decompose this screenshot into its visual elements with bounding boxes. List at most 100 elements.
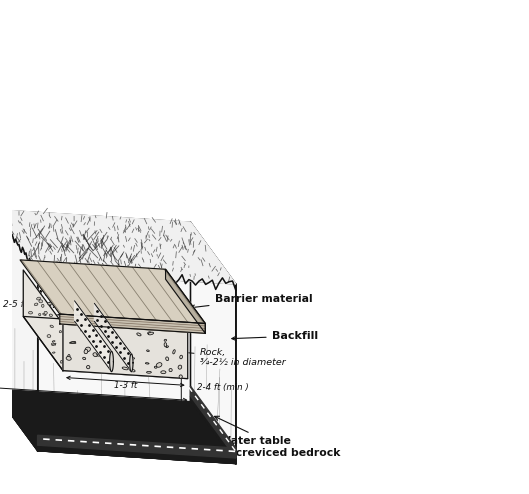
Ellipse shape: [135, 287, 141, 288]
Ellipse shape: [125, 296, 130, 297]
Ellipse shape: [103, 314, 110, 318]
Ellipse shape: [78, 276, 81, 279]
Polygon shape: [190, 386, 236, 458]
Polygon shape: [0, 209, 236, 284]
Ellipse shape: [130, 369, 135, 372]
Polygon shape: [130, 354, 133, 371]
Polygon shape: [23, 317, 188, 378]
Ellipse shape: [147, 350, 149, 352]
Polygon shape: [60, 314, 205, 333]
Polygon shape: [95, 303, 131, 371]
Ellipse shape: [140, 302, 143, 305]
Polygon shape: [190, 396, 236, 463]
Ellipse shape: [75, 302, 78, 304]
Ellipse shape: [149, 306, 154, 308]
Ellipse shape: [141, 317, 145, 319]
Text: Barrier material: Barrier material: [190, 294, 312, 309]
Polygon shape: [38, 271, 236, 463]
Ellipse shape: [166, 346, 168, 348]
Ellipse shape: [49, 282, 53, 286]
Polygon shape: [110, 351, 113, 371]
Ellipse shape: [52, 341, 55, 342]
Ellipse shape: [179, 375, 183, 378]
Ellipse shape: [45, 280, 51, 282]
Ellipse shape: [164, 339, 167, 341]
Ellipse shape: [49, 314, 52, 317]
Ellipse shape: [103, 308, 110, 310]
Polygon shape: [75, 301, 112, 371]
Ellipse shape: [59, 330, 61, 333]
Ellipse shape: [167, 321, 172, 325]
Ellipse shape: [133, 311, 137, 312]
Ellipse shape: [166, 323, 172, 325]
Text: 1-3 ft: 1-3 ft: [114, 381, 137, 390]
Text: Water table
or creviced bedrock: Water table or creviced bedrock: [215, 416, 340, 458]
Ellipse shape: [113, 314, 120, 316]
Polygon shape: [63, 324, 188, 378]
Ellipse shape: [50, 325, 53, 328]
Polygon shape: [23, 270, 63, 370]
Text: Perforated
distribution
pipe: Perforated distribution pipe: [21, 288, 104, 347]
Ellipse shape: [147, 300, 153, 303]
Ellipse shape: [84, 349, 88, 354]
Ellipse shape: [136, 327, 140, 329]
Ellipse shape: [113, 279, 120, 282]
Ellipse shape: [147, 371, 151, 373]
Ellipse shape: [178, 365, 182, 369]
Ellipse shape: [74, 293, 81, 295]
Ellipse shape: [95, 340, 102, 342]
Text: 2-4 ft (min ): 2-4 ft (min ): [197, 383, 249, 392]
Ellipse shape: [52, 343, 56, 345]
Text: Backfill: Backfill: [232, 331, 318, 341]
Polygon shape: [0, 389, 236, 463]
Ellipse shape: [66, 357, 71, 360]
Ellipse shape: [52, 352, 55, 353]
Ellipse shape: [117, 345, 123, 348]
Ellipse shape: [85, 347, 90, 352]
Ellipse shape: [78, 292, 85, 295]
Ellipse shape: [85, 300, 89, 303]
Ellipse shape: [41, 304, 44, 307]
Ellipse shape: [69, 300, 74, 302]
Polygon shape: [166, 269, 205, 333]
Ellipse shape: [137, 333, 141, 336]
Ellipse shape: [93, 353, 98, 357]
Ellipse shape: [47, 334, 51, 337]
Ellipse shape: [164, 343, 167, 347]
Polygon shape: [20, 260, 205, 324]
Ellipse shape: [106, 283, 112, 285]
Ellipse shape: [80, 329, 86, 331]
Ellipse shape: [165, 322, 168, 324]
Ellipse shape: [89, 282, 95, 284]
Ellipse shape: [39, 313, 41, 316]
Ellipse shape: [90, 340, 93, 342]
Ellipse shape: [132, 358, 134, 359]
Ellipse shape: [69, 341, 76, 343]
Ellipse shape: [68, 355, 70, 359]
Ellipse shape: [124, 300, 129, 303]
Ellipse shape: [137, 279, 140, 281]
Ellipse shape: [129, 326, 134, 328]
Ellipse shape: [44, 311, 47, 314]
Text: 6-12 in: 6-12 in: [124, 358, 154, 367]
Ellipse shape: [70, 342, 76, 343]
Polygon shape: [38, 445, 236, 463]
Polygon shape: [0, 209, 38, 451]
Ellipse shape: [51, 343, 54, 345]
Polygon shape: [38, 435, 236, 458]
Ellipse shape: [161, 371, 166, 373]
Ellipse shape: [80, 280, 86, 283]
Ellipse shape: [48, 302, 52, 305]
Ellipse shape: [83, 357, 86, 360]
Ellipse shape: [60, 361, 62, 363]
Ellipse shape: [145, 363, 149, 364]
Ellipse shape: [169, 369, 172, 371]
Ellipse shape: [150, 311, 156, 314]
Ellipse shape: [148, 332, 151, 334]
Ellipse shape: [39, 300, 43, 303]
Ellipse shape: [81, 290, 88, 291]
Ellipse shape: [89, 316, 92, 318]
Ellipse shape: [29, 311, 32, 314]
Ellipse shape: [143, 313, 147, 316]
Ellipse shape: [43, 314, 46, 316]
